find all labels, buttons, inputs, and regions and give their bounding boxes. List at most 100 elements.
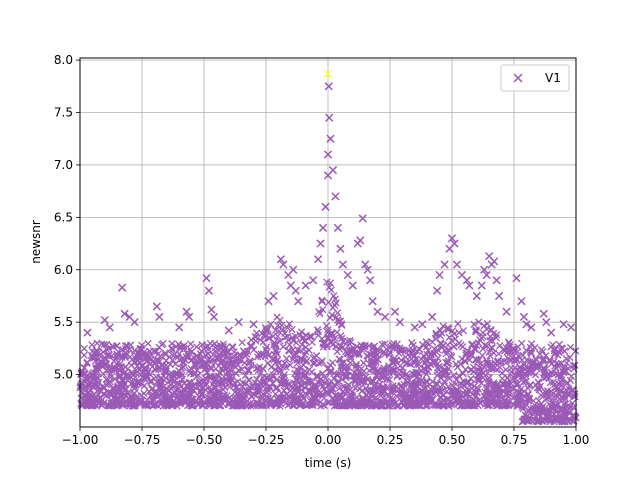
data-point bbox=[269, 291, 278, 301]
noise-marker bbox=[219, 395, 227, 403]
y-tick-label: 6.5 bbox=[54, 210, 73, 224]
data-point bbox=[249, 320, 258, 329]
data-point bbox=[418, 320, 427, 329]
noise-marker bbox=[503, 348, 511, 356]
data-point bbox=[338, 260, 348, 269]
noise-marker bbox=[471, 346, 480, 354]
noise-marker bbox=[297, 390, 305, 398]
noise-marker bbox=[86, 390, 94, 399]
noise-marker bbox=[262, 401, 271, 410]
noise-marker bbox=[319, 305, 327, 314]
noise-marker bbox=[563, 359, 571, 367]
x-tick-label: −0.50 bbox=[186, 433, 223, 447]
noise-marker bbox=[479, 345, 487, 353]
data-point bbox=[318, 223, 328, 232]
noise-marker bbox=[241, 389, 249, 397]
noise-marker bbox=[334, 392, 342, 400]
noise-marker bbox=[433, 371, 441, 380]
x-tick-label: 0.75 bbox=[501, 433, 528, 447]
noise-marker bbox=[530, 407, 538, 415]
data-point bbox=[519, 312, 529, 322]
data-point bbox=[462, 276, 472, 285]
noise-marker bbox=[520, 392, 528, 400]
noise-marker bbox=[502, 401, 511, 409]
noise-marker bbox=[261, 352, 269, 360]
noise-marker bbox=[480, 363, 488, 371]
noise-marker bbox=[396, 344, 404, 352]
noise-marker bbox=[440, 402, 448, 410]
data-point bbox=[83, 328, 92, 337]
noise-marker bbox=[309, 401, 317, 410]
noise-marker bbox=[346, 355, 355, 363]
noise-marker bbox=[496, 388, 504, 396]
noise-marker bbox=[420, 364, 428, 372]
noise-marker bbox=[292, 339, 300, 347]
noise-marker bbox=[358, 376, 366, 385]
noise-marker bbox=[329, 385, 337, 393]
noise-marker bbox=[235, 388, 243, 396]
noise-marker bbox=[566, 343, 575, 352]
data-point bbox=[294, 297, 303, 306]
noise-marker bbox=[539, 356, 547, 364]
noise-marker bbox=[342, 399, 350, 408]
noise-marker bbox=[340, 382, 348, 390]
data-point bbox=[155, 312, 164, 322]
noise-marker bbox=[517, 366, 525, 374]
noise-marker bbox=[332, 342, 340, 351]
noise-marker bbox=[135, 366, 143, 374]
noise-marker bbox=[306, 333, 314, 341]
data-point bbox=[432, 286, 442, 295]
noise-marker bbox=[564, 389, 572, 397]
noise-marker bbox=[175, 356, 184, 364]
noise-marker bbox=[247, 358, 255, 366]
noise-marker bbox=[311, 381, 319, 390]
noise-marker bbox=[353, 401, 362, 409]
noise-marker bbox=[362, 384, 370, 392]
noise-marker bbox=[110, 365, 119, 374]
noise-marker bbox=[80, 364, 89, 372]
noise-marker bbox=[527, 340, 536, 348]
noise-marker bbox=[457, 341, 465, 349]
noise-marker bbox=[264, 334, 273, 342]
noise-marker bbox=[169, 352, 178, 360]
noise-marker bbox=[152, 347, 161, 356]
noise-marker bbox=[537, 391, 545, 399]
noise-marker bbox=[267, 363, 276, 371]
noise-marker bbox=[212, 395, 221, 403]
noise-marker bbox=[492, 334, 500, 342]
noise-marker bbox=[393, 368, 401, 376]
noise-marker bbox=[194, 353, 202, 362]
noise-marker bbox=[385, 351, 393, 359]
noise-marker bbox=[280, 359, 289, 367]
noise-marker bbox=[318, 296, 326, 304]
noise-marker bbox=[259, 364, 267, 373]
noise-marker bbox=[165, 398, 173, 407]
noise-marker bbox=[120, 369, 128, 378]
noise-marker bbox=[558, 417, 567, 426]
x-tick-label: −0.75 bbox=[124, 433, 161, 447]
noise-marker bbox=[540, 369, 548, 377]
data-point bbox=[308, 276, 318, 285]
noise-marker bbox=[504, 381, 512, 389]
data-point bbox=[440, 260, 449, 269]
noise-marker bbox=[176, 343, 184, 351]
noise-marker bbox=[152, 373, 160, 381]
noise-marker bbox=[552, 360, 560, 368]
noise-marker bbox=[250, 346, 258, 354]
noise-marker bbox=[241, 371, 250, 380]
noise-marker bbox=[552, 415, 560, 424]
noise-marker bbox=[208, 392, 217, 400]
noise-marker bbox=[172, 394, 181, 403]
noise-marker bbox=[260, 378, 268, 386]
noise-marker bbox=[548, 413, 556, 421]
noise-marker bbox=[284, 401, 292, 409]
legend-marker-cross bbox=[513, 73, 523, 83]
noise-marker bbox=[271, 326, 280, 335]
noise-marker bbox=[518, 403, 527, 411]
noise-marker bbox=[232, 402, 241, 410]
noise-marker bbox=[430, 384, 438, 392]
noise-marker bbox=[432, 331, 440, 339]
noise-marker bbox=[325, 283, 333, 291]
noise-marker bbox=[99, 348, 107, 356]
noise-marker bbox=[502, 359, 510, 367]
